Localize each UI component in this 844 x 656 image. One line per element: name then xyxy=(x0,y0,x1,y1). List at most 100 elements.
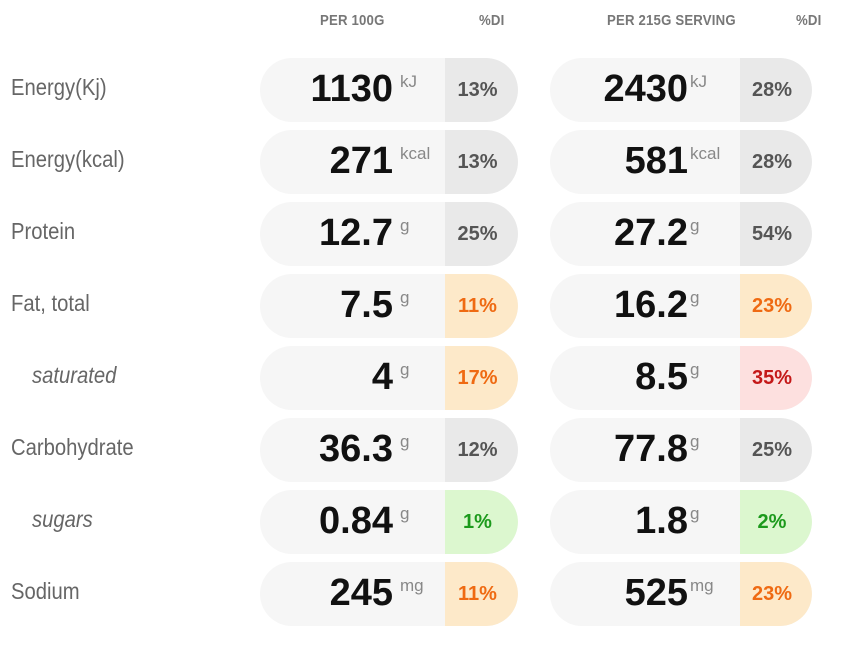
per-serving-cell: 2430 kJ 28% xyxy=(550,58,812,122)
per-serving-value: 16.2 xyxy=(614,284,688,326)
per-100g-value-box: 7.5 g xyxy=(260,274,445,338)
per-100g-cell: 36.3 g 12% xyxy=(260,418,518,482)
per-100g-di: 25% xyxy=(445,202,518,266)
per-100g-unit: kJ xyxy=(400,72,417,91)
per-serving-di: 2% xyxy=(740,490,812,554)
per-serving-di: 25% xyxy=(740,418,812,482)
nutrient-label: Energy(kcal) xyxy=(11,146,125,172)
per-serving-di: 23% xyxy=(740,562,812,626)
per-100g-cell: 12.7 g 25% xyxy=(260,202,518,266)
per-100g-cell: 0.84 g 1% xyxy=(260,490,518,554)
per-100g-di: 17% xyxy=(445,346,518,410)
per-100g-di: 13% xyxy=(445,58,518,122)
per-100g-di: 12% xyxy=(445,418,518,482)
per-100g-di: 11% xyxy=(445,562,518,626)
per-100g-value: 36.3 xyxy=(319,428,393,470)
per-100g-unit: kcal xyxy=(400,144,431,163)
per-serving-cell: 77.8 g 25% xyxy=(550,418,812,482)
per-serving-value-box: 2430 kJ xyxy=(550,58,740,122)
header-per-serving: PER 215G SERVING xyxy=(607,12,736,29)
per-serving-cell: 16.2 g 23% xyxy=(550,274,812,338)
per-100g-unit: g xyxy=(400,288,410,307)
nutrient-row: Energy(kcal) 271 kcal 13% 581 kcal 28% xyxy=(0,128,844,200)
per-100g-value: 271 xyxy=(329,140,393,182)
per-serving-unit: g xyxy=(690,216,700,235)
per-100g-value: 12.7 xyxy=(319,212,393,254)
per-serving-value-box: 77.8 g xyxy=(550,418,740,482)
per-serving-value: 77.8 xyxy=(614,428,688,470)
per-serving-cell: 8.5 g 35% xyxy=(550,346,812,410)
nutrient-label: Protein xyxy=(11,218,76,244)
per-serving-unit: g xyxy=(690,288,700,307)
per-serving-di: 28% xyxy=(740,58,812,122)
per-serving-di: 35% xyxy=(740,346,812,410)
per-serving-di: 54% xyxy=(740,202,812,266)
per-100g-value: 245 xyxy=(329,572,393,614)
per-100g-value-box: 36.3 g xyxy=(260,418,445,482)
per-100g-di: 1% xyxy=(445,490,518,554)
per-100g-value-box: 271 kcal xyxy=(260,130,445,194)
nutrition-table: Energy(Kj) 1130 kJ 13% 2430 kJ 28% Energy(kcal)… xyxy=(0,56,844,632)
per-serving-value-box: 1.8 g xyxy=(550,490,740,554)
per-100g-value: 0.84 xyxy=(319,500,393,542)
per-serving-unit: g xyxy=(690,432,700,451)
per-100g-cell: 7.5 g 11% xyxy=(260,274,518,338)
per-serving-unit: kJ xyxy=(690,72,707,91)
per-serving-unit: g xyxy=(690,360,700,379)
per-serving-di: 23% xyxy=(740,274,812,338)
per-100g-value-box: 0.84 g xyxy=(260,490,445,554)
per-serving-value-box: 525 mg xyxy=(550,562,740,626)
per-serving-value: 525 xyxy=(624,572,688,614)
nutrient-label: Sodium xyxy=(11,578,80,604)
nutrient-row: Carbohydrate 36.3 g 12% 77.8 g 25% xyxy=(0,416,844,488)
per-100g-di: 11% xyxy=(445,274,518,338)
per-serving-cell: 1.8 g 2% xyxy=(550,490,812,554)
nutrient-label: sugars xyxy=(32,506,93,532)
per-serving-cell: 581 kcal 28% xyxy=(550,130,812,194)
nutrient-row: sugars 0.84 g 1% 1.8 g 2% xyxy=(0,488,844,560)
per-serving-cell: 525 mg 23% xyxy=(550,562,812,626)
nutrient-row: Energy(Kj) 1130 kJ 13% 2430 kJ 28% xyxy=(0,56,844,128)
per-100g-unit: mg xyxy=(400,576,424,595)
per-100g-unit: g xyxy=(400,360,410,379)
per-100g-di: 13% xyxy=(445,130,518,194)
per-100g-value: 7.5 xyxy=(340,284,393,326)
per-serving-cell: 27.2 g 54% xyxy=(550,202,812,266)
per-serving-value-box: 27.2 g xyxy=(550,202,740,266)
per-serving-value-box: 16.2 g xyxy=(550,274,740,338)
per-serving-unit: g xyxy=(690,504,700,523)
per-100g-cell: 4 g 17% xyxy=(260,346,518,410)
per-serving-value-box: 581 kcal xyxy=(550,130,740,194)
nutrient-row: saturated 4 g 17% 8.5 g 35% xyxy=(0,344,844,416)
per-serving-unit: kcal xyxy=(690,144,721,163)
nutrient-label: Fat, total xyxy=(11,290,90,316)
per-serving-value: 27.2 xyxy=(614,212,688,254)
per-100g-value-box: 12.7 g xyxy=(260,202,445,266)
per-100g-value: 4 xyxy=(371,356,393,398)
nutrient-row: Fat, total 7.5 g 11% 16.2 g 23% xyxy=(0,272,844,344)
per-100g-value-box: 245 mg xyxy=(260,562,445,626)
per-serving-value: 1.8 xyxy=(635,500,688,542)
per-100g-unit: g xyxy=(400,504,410,523)
nutrient-label: Carbohydrate xyxy=(11,434,134,460)
per-serving-value-box: 8.5 g xyxy=(550,346,740,410)
per-100g-cell: 271 kcal 13% xyxy=(260,130,518,194)
per-100g-unit: g xyxy=(400,216,410,235)
nutrient-row: Protein 12.7 g 25% 27.2 g 54% xyxy=(0,200,844,272)
per-serving-value: 2430 xyxy=(603,68,688,110)
per-100g-value-box: 1130 kJ xyxy=(260,58,445,122)
header-di-serving: %DI xyxy=(796,12,822,29)
per-100g-cell: 245 mg 11% xyxy=(260,562,518,626)
per-100g-value: 1130 xyxy=(310,68,393,110)
header-per-100g: PER 100G xyxy=(320,12,385,29)
per-serving-di: 28% xyxy=(740,130,812,194)
nutrient-row: Sodium 245 mg 11% 525 mg 23% xyxy=(0,560,844,632)
nutrient-label: Energy(Kj) xyxy=(11,74,107,100)
header-di-100g: %DI xyxy=(479,12,505,29)
per-100g-cell: 1130 kJ 13% xyxy=(260,58,518,122)
per-serving-unit: mg xyxy=(690,576,714,595)
per-serving-value: 8.5 xyxy=(635,356,688,398)
nutrient-label: saturated xyxy=(32,362,117,388)
per-serving-value: 581 xyxy=(624,140,688,182)
